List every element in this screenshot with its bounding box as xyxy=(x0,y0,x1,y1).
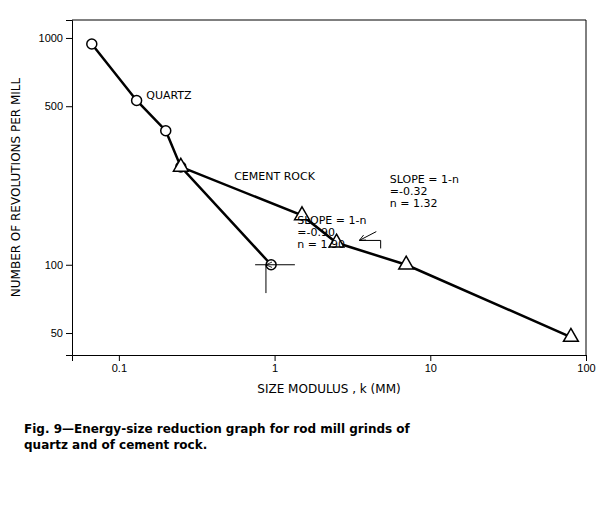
x-tick-mark xyxy=(430,355,431,361)
x-tick-label: 100 xyxy=(577,362,595,374)
y-tick-label: 50 xyxy=(51,327,63,339)
y-tick: 500 xyxy=(45,100,72,112)
frame-right xyxy=(586,20,587,355)
y-tick: 50 xyxy=(51,327,72,339)
y-tick-mark xyxy=(66,265,72,266)
point-marker xyxy=(132,95,142,105)
annotation-text: SLOPE = 1-n=-0.90n = 1.90 xyxy=(297,214,366,251)
x-tick-label: 1 xyxy=(272,362,278,374)
y-tick-label: 100 xyxy=(45,259,63,271)
series-line xyxy=(181,167,571,337)
annotation-text: CEMENT ROCK xyxy=(234,170,315,183)
y-tick-label: 1000 xyxy=(39,32,63,44)
y-axis-line xyxy=(66,21,73,356)
data-layer xyxy=(87,39,579,341)
y-axis: 50 100 500 1000 xyxy=(39,21,73,356)
x-tick-mark xyxy=(586,355,587,361)
x-axis: 0.1 1 10 100 xyxy=(73,355,596,374)
caption: Fig. 9—Energy-size reduction graph for r… xyxy=(24,422,411,452)
chart: 0.1 1 10 100 50 100 500 1000 QUARTZ CEMENT ROCK SL… xyxy=(0,0,608,520)
series-line xyxy=(92,44,271,265)
annotation-text: SLOPE = 1-n=-0.32n = 1.32 xyxy=(390,173,459,210)
x-tick: 100 xyxy=(577,355,595,374)
annotations: QUARTZ CEMENT ROCK SLOPE = 1-n=-0.90n = 1.… xyxy=(146,89,459,293)
x-tick-mark xyxy=(119,355,120,361)
y-tick-label: 500 xyxy=(45,100,63,112)
y-tick-mark xyxy=(66,333,72,334)
frame-top xyxy=(72,20,586,21)
slope-bracket xyxy=(255,265,266,293)
x-tick: 0.1 xyxy=(112,355,127,374)
x-tick-mark xyxy=(275,355,276,361)
plot-area: 0.1 1 10 100 50 100 500 1000 QUARTZ CEMENT ROCK SL… xyxy=(39,20,596,374)
annotation-text: QUARTZ xyxy=(146,89,192,102)
annotation-arrow xyxy=(266,264,295,265)
y-tick-mark xyxy=(66,106,72,107)
x-tick: 10 xyxy=(425,355,437,374)
x-tick-label: 0.1 xyxy=(112,362,127,374)
annotation-arrow xyxy=(359,232,376,241)
x-axis-line xyxy=(73,356,587,362)
y-tick: 1000 xyxy=(39,32,72,44)
point-marker xyxy=(564,328,579,341)
x-axis-title: SIZE MODULUS , k (MM) xyxy=(257,382,400,396)
x-tick: 1 xyxy=(272,355,278,374)
point-marker xyxy=(173,158,188,171)
point-marker xyxy=(399,256,414,269)
y-tick: 100 xyxy=(45,259,72,271)
x-tick-label: 10 xyxy=(425,362,437,374)
y-axis-title: NUMBER OF REVOLUTIONS PER MILL xyxy=(9,77,23,297)
y-tick-mark xyxy=(66,38,72,39)
point-marker xyxy=(161,126,171,136)
slope-bracket xyxy=(359,240,380,248)
point-marker xyxy=(87,39,97,49)
